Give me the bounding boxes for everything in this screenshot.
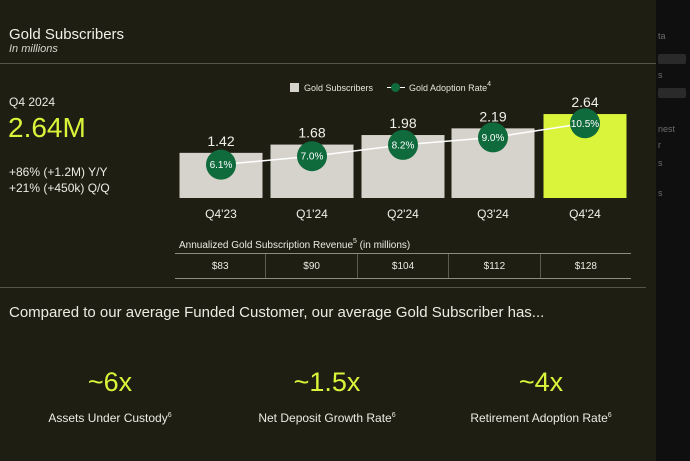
revenue-title-text: Annualized Gold Subscription Revenue [179,240,353,251]
adoption-rate-label: 7.0% [301,152,324,163]
summary-qoq: +21% (+450k) Q/Q [9,181,110,195]
revenue-title: Annualized Gold Subscription Revenue5 (i… [179,238,410,251]
side-fragment: ta [658,31,666,41]
adoption-rate-point [297,141,327,172]
summary-value: 2.64M [8,112,86,143]
stat-value: ~4x [518,367,564,397]
revenue-title-suffix: (in millions) [356,240,411,251]
adoption-rate-label: 6.1% [210,160,233,171]
adoption-rate-point [478,122,508,153]
adoption-rate-label: 10.5% [571,119,599,130]
bar-value-label: 1.68 [298,125,325,141]
summary-yoy: +86% (+1.2M) Y/Y [9,165,108,179]
revenue-cell: $90 [265,254,356,278]
header-divider [0,63,656,64]
stat-label: Net Deposit Growth Rate6 [217,411,437,425]
revenue-footnote: 5 [353,238,357,245]
revenue-cell: $83 [211,260,229,272]
bar-value-label: 1.98 [389,115,416,131]
section-divider [0,287,646,288]
background-window-edge: ta s nest r s s [656,0,690,461]
adoption-rate-point [206,149,236,180]
legend-bar-swatch [290,83,299,92]
stat-value: ~1.5x [293,367,361,397]
stat-footnote: 6 [167,412,172,419]
legend-line-label: Gold Adoption Rate [409,83,488,93]
side-box [658,88,686,98]
stat-value: ~6x [87,367,133,397]
legend-line-swatch [387,83,406,92]
stat-assets: ~6x Assets Under Custody6 [0,365,220,425]
legend-line-footnote: 4 [487,81,491,88]
side-fragment: s [658,70,663,80]
stat-label-text: Assets Under Custody [48,411,168,425]
stat-label-text: Net Deposit Growth Rate [258,411,392,425]
subscribers-chart: 1.42 1.68 1.98 2.19 2.64 6.1% 7.0% 8.2% 9.0% 10.5… [179,94,627,221]
side-fragment: nest [658,124,676,134]
summary-period: Q4 2024 [9,95,56,109]
page-title: Gold Subscribers [9,26,125,43]
x-tick-label: Q2'24 [387,207,419,221]
revenue-cell: $128 [539,254,631,278]
stat-label: Assets Under Custody6 [0,411,220,425]
side-fragment: s [658,158,663,168]
stat-footnote: 6 [607,412,612,419]
stat-label-text: Retirement Adoption Rate [470,411,608,425]
x-tick-label: Q3'24 [477,207,509,221]
x-tick-label: Q1'24 [296,207,328,221]
x-tick-label: Q4'23 [205,207,237,221]
stat-label: Retirement Adoption Rate6 [431,411,651,425]
bar-value-label: 1.42 [207,133,234,149]
slide: Gold Subscribers In millions Q4 2024 2.6… [0,0,656,461]
revenue-cell: $104 [356,254,448,278]
x-tick-label: Q4'24 [569,207,601,221]
side-fragment: s [658,188,663,198]
legend-bars-label: Gold Subscribers [304,83,374,93]
adoption-rate-point [388,129,418,160]
stat-footnote: 6 [391,412,396,419]
adoption-rate-label: 8.2% [392,140,415,151]
side-fragment: r [658,140,661,150]
stat-deposit-growth: ~1.5x Net Deposit Growth Rate6 [217,365,437,425]
bar-value-label: 2.64 [571,94,598,110]
page-subtitle: In millions [9,43,58,55]
bar-value-label: 2.19 [479,108,506,124]
adoption-rate-point [570,108,600,139]
revenue-cell: $112 [448,254,539,278]
side-box [658,54,686,64]
chart-legend: Gold Subscribers Gold Adoption Rate4 [290,81,491,93]
comparison-heading: Compared to our average Funded Customer,… [9,304,545,321]
stat-retirement: ~4x Retirement Adoption Rate6 [431,365,651,425]
adoption-rate-label: 9.0% [482,133,505,144]
revenue-table: $83 $90 $104 $112 $128 [175,253,631,279]
